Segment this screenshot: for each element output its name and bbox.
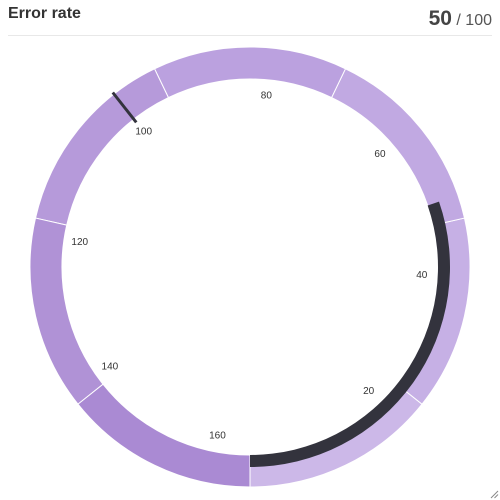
panel-header: Error rate 50 / 100	[8, 0, 492, 36]
gauge-tick-label: 60	[374, 149, 386, 160]
gauge-tick-label: 120	[71, 237, 88, 248]
gauge-face	[63, 80, 437, 454]
gauge-target-marker	[111, 91, 138, 124]
resize-handle-icon[interactable]	[490, 490, 499, 499]
gauge-band	[77, 383, 251, 488]
gauge-tick-label: 100	[135, 126, 152, 137]
gauge-tick-label: 20	[363, 386, 375, 397]
gauge-tick-label: 40	[416, 270, 428, 281]
gauge-tick-label: 160	[209, 431, 226, 442]
panel-title: Error rate	[8, 5, 81, 22]
readout-value: 50	[428, 7, 452, 30]
gauge-tick-label: 80	[261, 90, 273, 101]
gauge-tick-label: 140	[102, 361, 119, 372]
readout-max: / 100	[456, 12, 492, 29]
value-readout: 50 / 100	[429, 7, 492, 31]
